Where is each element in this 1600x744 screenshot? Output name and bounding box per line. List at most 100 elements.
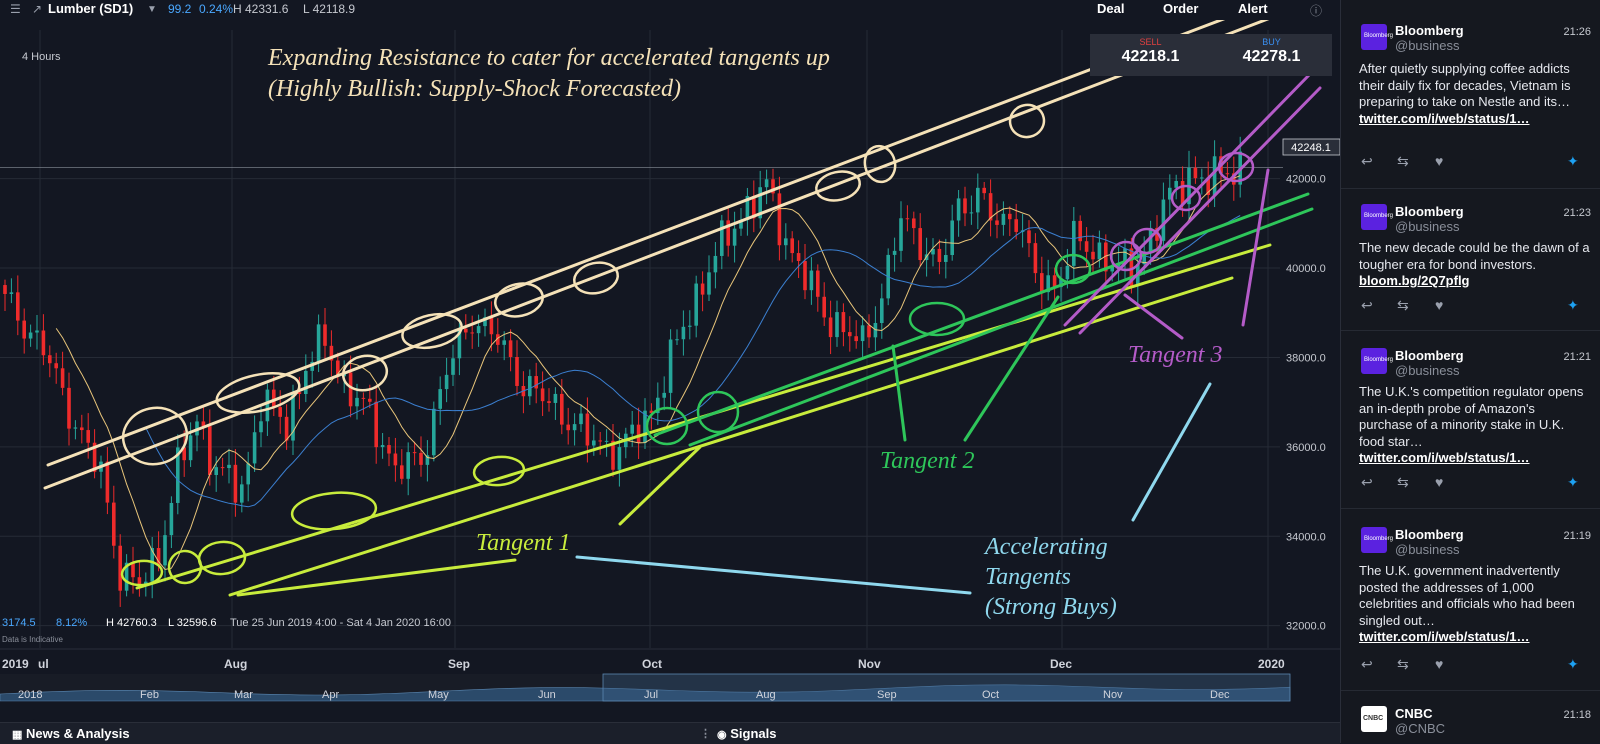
feed-author: Bloomberg — [1395, 23, 1464, 38]
time-tick: 2019 — [2, 657, 29, 671]
resistance-touch-circle[interactable] — [213, 367, 303, 420]
buy-button[interactable]: BUY 42278.1 — [1211, 34, 1332, 76]
candle — [662, 376, 666, 411]
candle — [828, 300, 833, 355]
tangent2-touch-circle[interactable] — [696, 390, 740, 434]
navigator-tick: Jul — [644, 689, 658, 701]
tangent2-touch-circle[interactable] — [908, 301, 966, 337]
heart-icon[interactable]: ♥ — [1435, 153, 1444, 169]
tangent3-touch-circle[interactable] — [1131, 227, 1163, 255]
heart-icon[interactable]: ♥ — [1435, 297, 1444, 313]
tangent2-touch-circle[interactable] — [1054, 253, 1092, 285]
tangent1-touch-circle[interactable] — [120, 559, 164, 587]
tangent1-pointer[interactable] — [618, 445, 702, 526]
tangent3-touch-circle[interactable] — [1109, 240, 1143, 272]
resistance-touch-circle[interactable] — [118, 402, 192, 470]
order-button[interactable]: Order — [1163, 1, 1199, 16]
candle — [528, 369, 532, 405]
instrument-name[interactable]: Lumber (SD1) — [48, 1, 134, 16]
twitter-bird-icon[interactable]: ✦ — [1567, 656, 1579, 672]
resistance-line-lower[interactable] — [43, 20, 1312, 490]
tangent3-touch-circle[interactable] — [1217, 151, 1255, 183]
retweet-icon[interactable]: ⇆ — [1397, 656, 1409, 672]
retweet-icon[interactable]: ⇆ — [1397, 153, 1409, 169]
navigator-tick: Dec — [1210, 689, 1230, 701]
feed-text: The new decade could be the dawn of a to… — [1359, 240, 1590, 288]
feed-time: 21:19 — [1563, 530, 1591, 542]
tangent2-pointer[interactable] — [891, 344, 907, 442]
current-price-value: 42248.1 — [1291, 142, 1331, 154]
heart-icon[interactable]: ♥ — [1435, 474, 1444, 490]
reply-icon[interactable]: ↩ — [1361, 474, 1373, 490]
candle — [1072, 207, 1076, 283]
reply-icon[interactable]: ↩ — [1361, 297, 1373, 313]
tangent2-pointer[interactable] — [963, 295, 1060, 442]
navigator[interactable]: 2018 Feb Mar Apr May Jun Jul Aug Sep Oct Nov Dec — [0, 673, 1291, 702]
price-tick: 38000.0 — [1286, 352, 1326, 364]
candle — [796, 240, 801, 278]
tangent3-touch-circle[interactable] — [1170, 184, 1202, 212]
tangent3-pointer[interactable] — [1241, 168, 1270, 327]
tangent3-line[interactable] — [1063, 70, 1314, 327]
tangent1-line-parallel[interactable] — [228, 276, 1234, 597]
tangent1-pointer[interactable] — [236, 558, 517, 597]
news-analysis-tab[interactable]: ▦ News & Analysis — [12, 726, 130, 741]
tangent1-touch-circle[interactable] — [197, 540, 247, 576]
reply-icon[interactable]: ↩ — [1361, 656, 1373, 672]
chevron-down-icon[interactable]: ▼ — [147, 4, 157, 15]
resistance-touch-circle[interactable] — [814, 168, 863, 205]
deal-button[interactable]: Deal — [1097, 1, 1125, 16]
resistance-touch-circle[interactable] — [571, 259, 620, 297]
tangent1-touch-circle[interactable] — [167, 549, 203, 585]
candle — [963, 186, 967, 227]
feed-text: The U.K.'s competition regulator opens a… — [1359, 384, 1584, 465]
accel-pointer[interactable] — [1131, 382, 1212, 522]
tangent1-touch-circle[interactable] — [472, 455, 526, 487]
candle — [732, 211, 737, 263]
resistance-touch-circle[interactable] — [862, 143, 899, 184]
alert-button[interactable]: Alert — [1238, 1, 1268, 16]
navigator-window[interactable] — [602, 673, 1291, 702]
resistance-touch-circle[interactable] — [492, 279, 546, 320]
accel-pointer[interactable] — [575, 555, 972, 595]
feed-link[interactable]: twitter.com/i/web/status/1… — [1359, 629, 1530, 644]
moving-average-line — [55, 175, 1241, 571]
signals-tab[interactable]: ◉ Signals — [717, 726, 776, 741]
menu-icon[interactable]: ☰ — [10, 2, 21, 16]
tangent2-line-parallel[interactable] — [688, 207, 1314, 447]
candle — [700, 271, 705, 312]
tangent1-touch-circle[interactable] — [290, 489, 378, 532]
twitter-bird-icon[interactable]: ✦ — [1567, 153, 1579, 169]
reply-icon[interactable]: ↩ — [1361, 153, 1373, 169]
resistance-touch-circle[interactable] — [399, 309, 464, 353]
navigator-tick: Mar — [234, 689, 253, 701]
timeframe-label[interactable]: 4 Hours — [22, 51, 61, 63]
retweet-icon[interactable]: ⇆ — [1397, 297, 1409, 313]
candle — [1161, 182, 1166, 248]
quote-box: SELL 42218.1 BUY 42278.1 — [1090, 34, 1332, 76]
tangent2-touch-circle[interactable] — [645, 406, 689, 446]
heart-icon[interactable]: ♥ — [1435, 656, 1444, 672]
feed-link[interactable]: bloom.bg/2Q7pflg — [1359, 273, 1470, 288]
candle — [124, 554, 129, 597]
tangent3-line-parallel[interactable] — [1078, 86, 1322, 335]
twitter-bird-icon[interactable]: ✦ — [1567, 297, 1579, 313]
info-icon[interactable]: ⓘ — [1310, 4, 1323, 18]
tangent3-pointer[interactable] — [1123, 293, 1184, 340]
tangent2-line[interactable] — [653, 192, 1310, 437]
time-tick: Oct — [642, 657, 662, 671]
candle — [713, 242, 718, 289]
resistance-touch-circle[interactable] — [1007, 102, 1047, 140]
twitter-bird-icon[interactable]: ✦ — [1567, 474, 1579, 490]
sell-button[interactable]: SELL 42218.1 — [1090, 34, 1211, 76]
resistance-touch-circle[interactable] — [340, 352, 390, 394]
candle — [777, 176, 782, 261]
candle — [400, 449, 404, 485]
feed-link[interactable]: twitter.com/i/web/status/1… — [1359, 450, 1530, 465]
panel-divider-handle[interactable]: ⋮ — [700, 728, 711, 740]
price-chart[interactable]: 42000.0 40000.0 38000.0 36000.0 34000.0 32000… — [0, 20, 1340, 722]
candle — [502, 331, 506, 361]
feed-link[interactable]: twitter.com/i/web/status/1… — [1359, 110, 1530, 126]
tangent2-label: Tangent 2 — [880, 448, 974, 474]
retweet-icon[interactable]: ⇆ — [1397, 474, 1409, 490]
